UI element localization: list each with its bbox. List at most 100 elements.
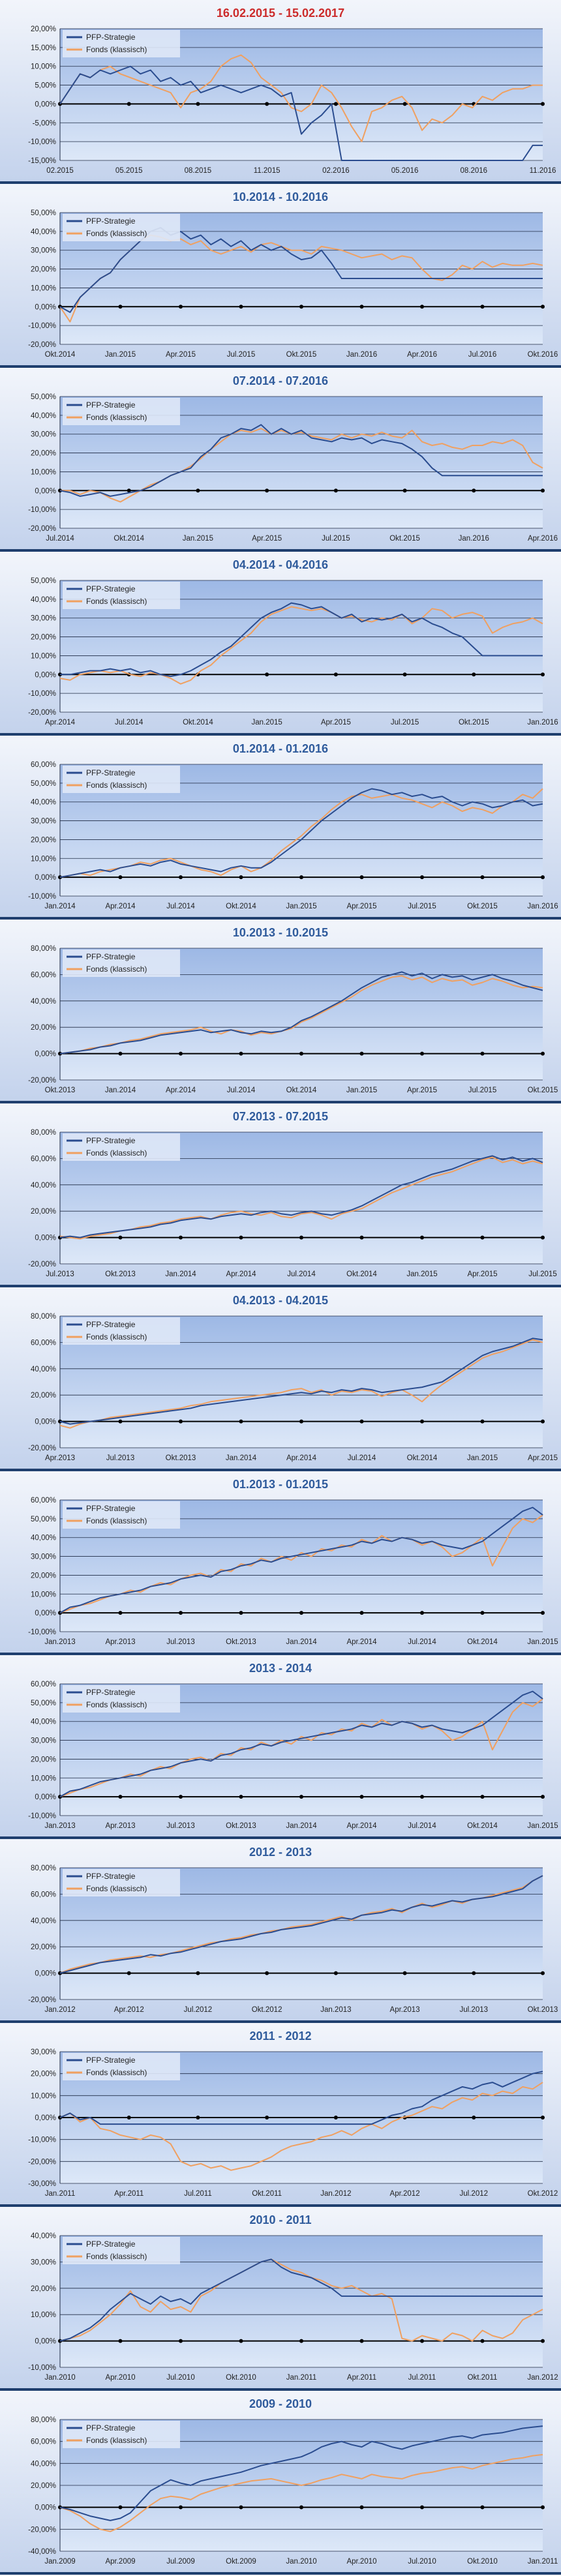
x-tick-mark bbox=[239, 305, 243, 309]
series-line-fund bbox=[59, 1156, 543, 1240]
x-tick-mark bbox=[472, 2116, 476, 2119]
legend-label-fund: Fonds (klassisch) bbox=[86, 781, 147, 790]
x-tick-mark bbox=[118, 875, 123, 880]
x-tick-mark bbox=[420, 1419, 424, 1424]
chart-title: 2012 - 2013 bbox=[249, 1846, 312, 1859]
y-tick-label: 50,00% bbox=[31, 577, 56, 585]
y-tick-label: 20,00% bbox=[31, 2285, 56, 2293]
y-tick-label: 40,00% bbox=[31, 2460, 56, 2468]
x-tick-label: Jul.2014 bbox=[166, 903, 195, 910]
x-tick-label: Okt.2010 bbox=[467, 2558, 498, 2566]
x-tick-mark bbox=[480, 1051, 485, 1056]
x-tick-label: Okt.2014 bbox=[407, 1454, 438, 1462]
legend-label-strategy: PFP-Strategie bbox=[86, 400, 136, 410]
y-tick-label: -20,00% bbox=[28, 341, 56, 349]
chart-panel: 07.2013 - 07.2015 80,00% 60,00% 40,00% 20,00… bbox=[0, 1103, 561, 1287]
y-tick-label: 30,00% bbox=[31, 2048, 56, 2056]
x-tick-label: Okt.2015 bbox=[467, 903, 498, 910]
x-tick-mark bbox=[402, 102, 407, 106]
x-tick-label: Apr.2016 bbox=[407, 351, 437, 359]
x-tick-label: Jan.2016 bbox=[527, 719, 558, 726]
x-tick-label: Okt.2012 bbox=[528, 2190, 558, 2198]
series-line-strategy bbox=[59, 2071, 543, 2125]
x-tick-mark bbox=[541, 2339, 545, 2343]
legend-label-fund: Fonds (klassisch) bbox=[86, 1516, 147, 1525]
x-tick-label: Okt.2014 bbox=[467, 1822, 498, 1830]
legend-label-fund: Fonds (klassisch) bbox=[86, 229, 147, 238]
x-tick-label: Okt.2014 bbox=[346, 1270, 377, 1278]
y-tick-label: 0,00% bbox=[35, 2338, 56, 2346]
x-tick-mark bbox=[239, 1051, 243, 1056]
y-tick-label: 0,00% bbox=[35, 487, 56, 495]
y-tick-label: 10,00% bbox=[31, 2092, 56, 2100]
x-tick-label: Jul.2011 bbox=[408, 2374, 436, 2382]
x-tick-mark bbox=[118, 305, 123, 309]
y-tick-label: 80,00% bbox=[31, 1313, 56, 1321]
legend-box bbox=[63, 1501, 180, 1529]
legend-label-fund: Fonds (klassisch) bbox=[86, 1700, 147, 1709]
legend-box bbox=[63, 950, 180, 977]
x-tick-mark bbox=[541, 2505, 545, 2509]
chart-title: 10.2013 - 10.2015 bbox=[233, 926, 328, 939]
x-tick-label: 11.2015 bbox=[254, 167, 280, 175]
x-tick-mark bbox=[359, 1235, 364, 1240]
x-tick-label: Jan.2015 bbox=[183, 535, 213, 543]
x-tick-mark bbox=[420, 1611, 424, 1615]
x-tick-label: 02.2016 bbox=[322, 167, 350, 175]
x-tick-mark bbox=[359, 305, 364, 309]
x-tick-mark bbox=[299, 305, 303, 309]
panel-separator bbox=[0, 1469, 561, 1471]
y-tick-label: -20,00% bbox=[28, 1445, 56, 1452]
y-tick-label: 40,00% bbox=[31, 2232, 56, 2240]
legend-label-fund: Fonds (klassisch) bbox=[86, 1332, 147, 1341]
y-tick-label: 30,00% bbox=[31, 1737, 56, 1745]
x-tick-mark bbox=[196, 102, 200, 106]
x-tick-mark bbox=[472, 672, 476, 677]
x-tick-label: Apr.2011 bbox=[114, 2190, 144, 2198]
x-tick-label: Apr.2014 bbox=[166, 1086, 196, 1094]
legend-box bbox=[63, 2053, 180, 2080]
x-tick-mark bbox=[541, 1611, 545, 1615]
x-tick-label: Okt.2014 bbox=[467, 1638, 498, 1646]
y-tick-label: 10,00% bbox=[31, 1775, 56, 1782]
y-tick-label: 20,00% bbox=[31, 1756, 56, 1763]
x-tick-mark bbox=[239, 1235, 243, 1240]
y-tick-label: -40,00% bbox=[28, 2548, 56, 2556]
x-tick-mark bbox=[239, 1795, 243, 1799]
x-tick-label: Apr.2015 bbox=[346, 903, 376, 910]
legend-label-strategy: PFP-Strategie bbox=[86, 768, 136, 777]
y-tick-label: 80,00% bbox=[31, 1865, 56, 1872]
legend-box bbox=[63, 214, 180, 241]
y-tick-label: 10,00% bbox=[31, 855, 56, 863]
legend-box bbox=[63, 1133, 180, 1161]
y-tick-label: 30,00% bbox=[31, 615, 56, 623]
x-tick-mark bbox=[265, 1971, 269, 1975]
x-tick-mark bbox=[359, 1051, 364, 1056]
x-tick-mark bbox=[179, 2505, 183, 2509]
x-tick-label: 08.2016 bbox=[460, 167, 487, 175]
chart-panel: 2013 - 2014 60,00% 50,00% 40,00% 30,00% 20,00… bbox=[0, 1655, 561, 1839]
x-tick-label: Okt.2015 bbox=[286, 351, 317, 359]
x-tick-mark bbox=[118, 1235, 123, 1240]
panel-separator bbox=[0, 2020, 561, 2023]
y-tick-label: 10,00% bbox=[31, 1591, 56, 1598]
y-tick-label: 20,00% bbox=[31, 2071, 56, 2078]
x-tick-mark bbox=[196, 1971, 200, 1975]
x-tick-mark bbox=[541, 488, 545, 493]
x-tick-mark bbox=[541, 2116, 545, 2119]
x-tick-mark bbox=[179, 1235, 183, 1240]
y-tick-label: -20,00% bbox=[28, 1077, 56, 1085]
y-tick-label: -20,00% bbox=[28, 1996, 56, 2004]
chart-panel: 2010 - 2011 40,00% 30,00% 20,00% 10,00% 0,00%… bbox=[0, 2207, 561, 2391]
y-tick-label: 40,00% bbox=[31, 1917, 56, 1925]
legend-label-fund: Fonds (klassisch) bbox=[86, 2436, 147, 2445]
chart-title: 01.2014 - 01.2016 bbox=[233, 742, 328, 755]
x-tick-mark bbox=[299, 1051, 303, 1056]
y-tick-label: 30,00% bbox=[31, 2258, 56, 2266]
chart-title: 04.2014 - 04.2016 bbox=[233, 558, 328, 571]
x-tick-label: Okt.2011 bbox=[468, 2374, 498, 2382]
series-line-fund bbox=[59, 975, 543, 1055]
x-tick-mark bbox=[265, 2116, 269, 2119]
x-tick-label: Okt.2016 bbox=[528, 351, 558, 359]
